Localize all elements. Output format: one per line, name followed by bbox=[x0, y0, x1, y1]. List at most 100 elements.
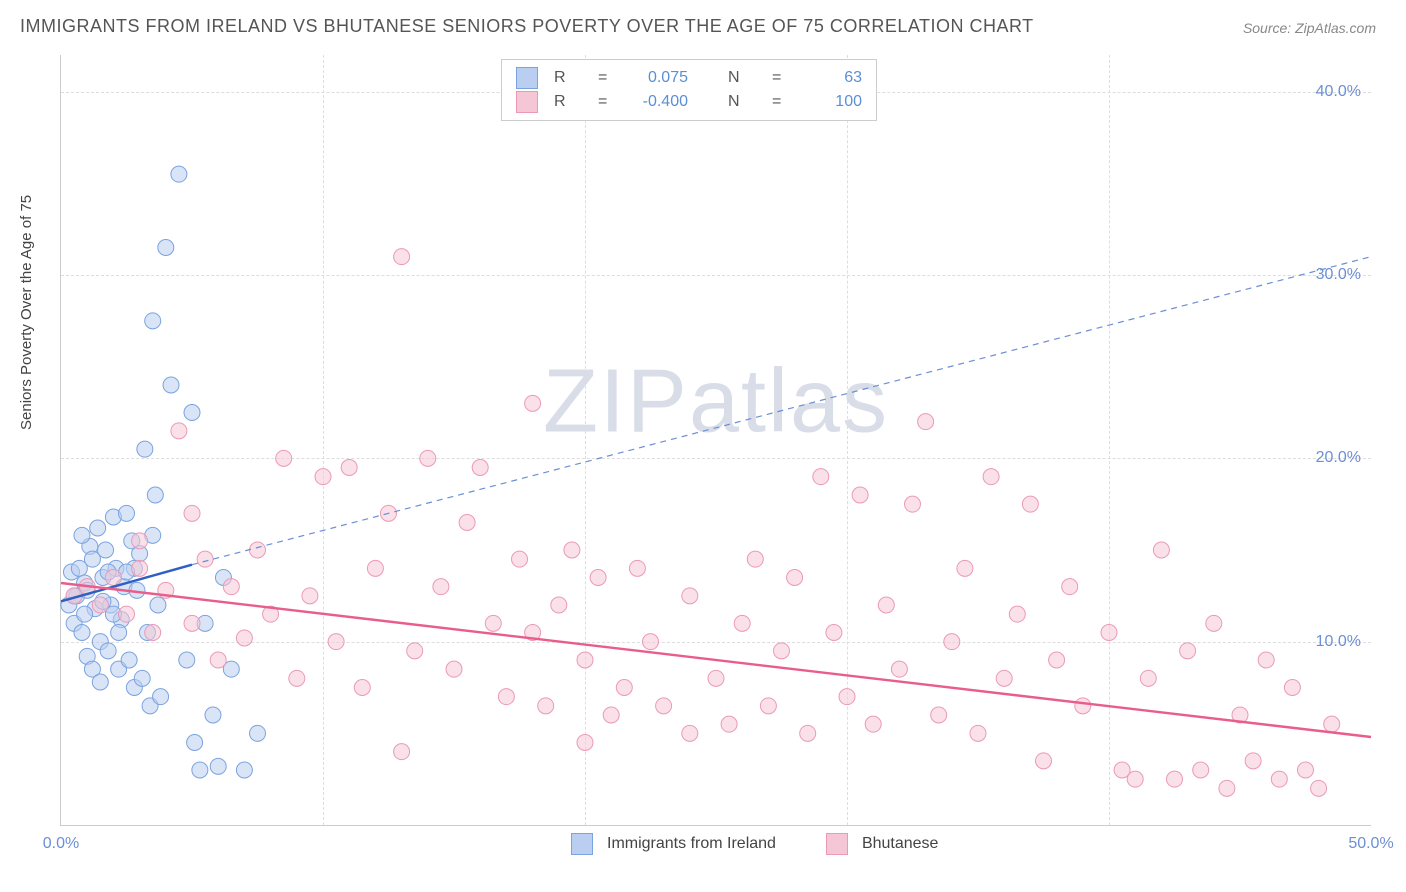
data-point bbox=[1219, 780, 1235, 796]
data-point bbox=[1167, 771, 1183, 787]
data-point bbox=[852, 487, 868, 503]
data-point bbox=[1036, 753, 1052, 769]
legend-item: Immigrants from Ireland bbox=[571, 833, 776, 855]
data-point bbox=[1298, 762, 1314, 778]
data-point bbox=[577, 652, 593, 668]
x-tick-label: 50.0% bbox=[1348, 835, 1393, 853]
stat-label: R bbox=[554, 93, 588, 111]
data-point bbox=[134, 670, 150, 686]
data-point bbox=[302, 588, 318, 604]
data-point bbox=[367, 560, 383, 576]
data-point bbox=[643, 634, 659, 650]
data-point bbox=[328, 634, 344, 650]
data-point bbox=[1245, 753, 1261, 769]
data-point bbox=[90, 520, 106, 536]
data-point bbox=[132, 533, 148, 549]
data-point bbox=[577, 735, 593, 751]
data-point bbox=[1127, 771, 1143, 787]
data-point bbox=[1062, 579, 1078, 595]
data-point bbox=[970, 725, 986, 741]
legend-swatch bbox=[571, 833, 593, 855]
data-point bbox=[276, 450, 292, 466]
data-point bbox=[1311, 780, 1327, 796]
data-point bbox=[394, 249, 410, 265]
data-point bbox=[153, 689, 169, 705]
data-point bbox=[1153, 542, 1169, 558]
data-point bbox=[171, 166, 187, 182]
data-point bbox=[132, 560, 148, 576]
data-point bbox=[433, 579, 449, 595]
data-point bbox=[250, 542, 266, 558]
data-point bbox=[512, 551, 528, 567]
stat-label: R bbox=[554, 69, 588, 87]
legend-swatch bbox=[516, 67, 538, 89]
data-point bbox=[187, 735, 203, 751]
data-point bbox=[1075, 698, 1091, 714]
data-point bbox=[865, 716, 881, 732]
data-point bbox=[747, 551, 763, 567]
data-point bbox=[944, 634, 960, 650]
trend-line-extrapolated bbox=[192, 257, 1371, 565]
data-point bbox=[315, 469, 331, 485]
data-point bbox=[163, 377, 179, 393]
data-point bbox=[1009, 606, 1025, 622]
data-point bbox=[957, 560, 973, 576]
data-point bbox=[184, 505, 200, 521]
data-point bbox=[931, 707, 947, 723]
data-point bbox=[145, 313, 161, 329]
data-point bbox=[616, 680, 632, 696]
legend-stats: R=0.075N=63R=-0.400N=100 bbox=[501, 59, 877, 121]
data-point bbox=[289, 670, 305, 686]
data-point bbox=[394, 744, 410, 760]
data-point bbox=[446, 661, 462, 677]
data-point bbox=[121, 652, 137, 668]
data-point bbox=[1101, 625, 1117, 641]
data-point bbox=[1258, 652, 1274, 668]
data-point bbox=[250, 725, 266, 741]
data-point bbox=[996, 670, 1012, 686]
data-point bbox=[708, 670, 724, 686]
data-point bbox=[145, 625, 161, 641]
data-point bbox=[92, 597, 108, 613]
data-point bbox=[137, 441, 153, 457]
stat-n-value: 100 bbox=[794, 93, 862, 111]
legend-stat-row: R=0.075N=63 bbox=[516, 66, 862, 90]
stat-r-value: 0.075 bbox=[620, 69, 688, 87]
data-point bbox=[105, 570, 121, 586]
data-point bbox=[551, 597, 567, 613]
data-point bbox=[891, 661, 907, 677]
data-point bbox=[485, 615, 501, 631]
data-point bbox=[420, 450, 436, 466]
data-point bbox=[826, 625, 842, 641]
data-point bbox=[787, 570, 803, 586]
data-point bbox=[800, 725, 816, 741]
data-point bbox=[74, 625, 90, 641]
data-point bbox=[147, 487, 163, 503]
data-point bbox=[1271, 771, 1287, 787]
data-point bbox=[760, 698, 776, 714]
stat-label: N bbox=[728, 69, 762, 87]
data-point bbox=[119, 505, 135, 521]
data-point bbox=[184, 615, 200, 631]
data-point bbox=[184, 405, 200, 421]
y-axis-label: Seniors Poverty Over the Age of 75 bbox=[18, 195, 35, 430]
data-point bbox=[905, 496, 921, 512]
data-point bbox=[158, 240, 174, 256]
data-point bbox=[983, 469, 999, 485]
data-point bbox=[629, 560, 645, 576]
legend-swatch bbox=[826, 833, 848, 855]
data-point bbox=[590, 570, 606, 586]
data-point bbox=[839, 689, 855, 705]
stat-label: N bbox=[728, 93, 762, 111]
legend-series: Immigrants from Ireland Bhutanese bbox=[571, 833, 938, 855]
data-point bbox=[119, 606, 135, 622]
data-point bbox=[197, 551, 213, 567]
data-point bbox=[682, 588, 698, 604]
data-point bbox=[223, 579, 239, 595]
data-point bbox=[878, 597, 894, 613]
y-tick-label: 30.0% bbox=[1316, 266, 1361, 284]
data-point bbox=[92, 674, 108, 690]
legend-label: Bhutanese bbox=[862, 835, 939, 853]
chart-area: ZIPatlas R=0.075N=63R=-0.400N=100 Immigr… bbox=[60, 55, 1371, 826]
stat-n-value: 63 bbox=[794, 69, 862, 87]
